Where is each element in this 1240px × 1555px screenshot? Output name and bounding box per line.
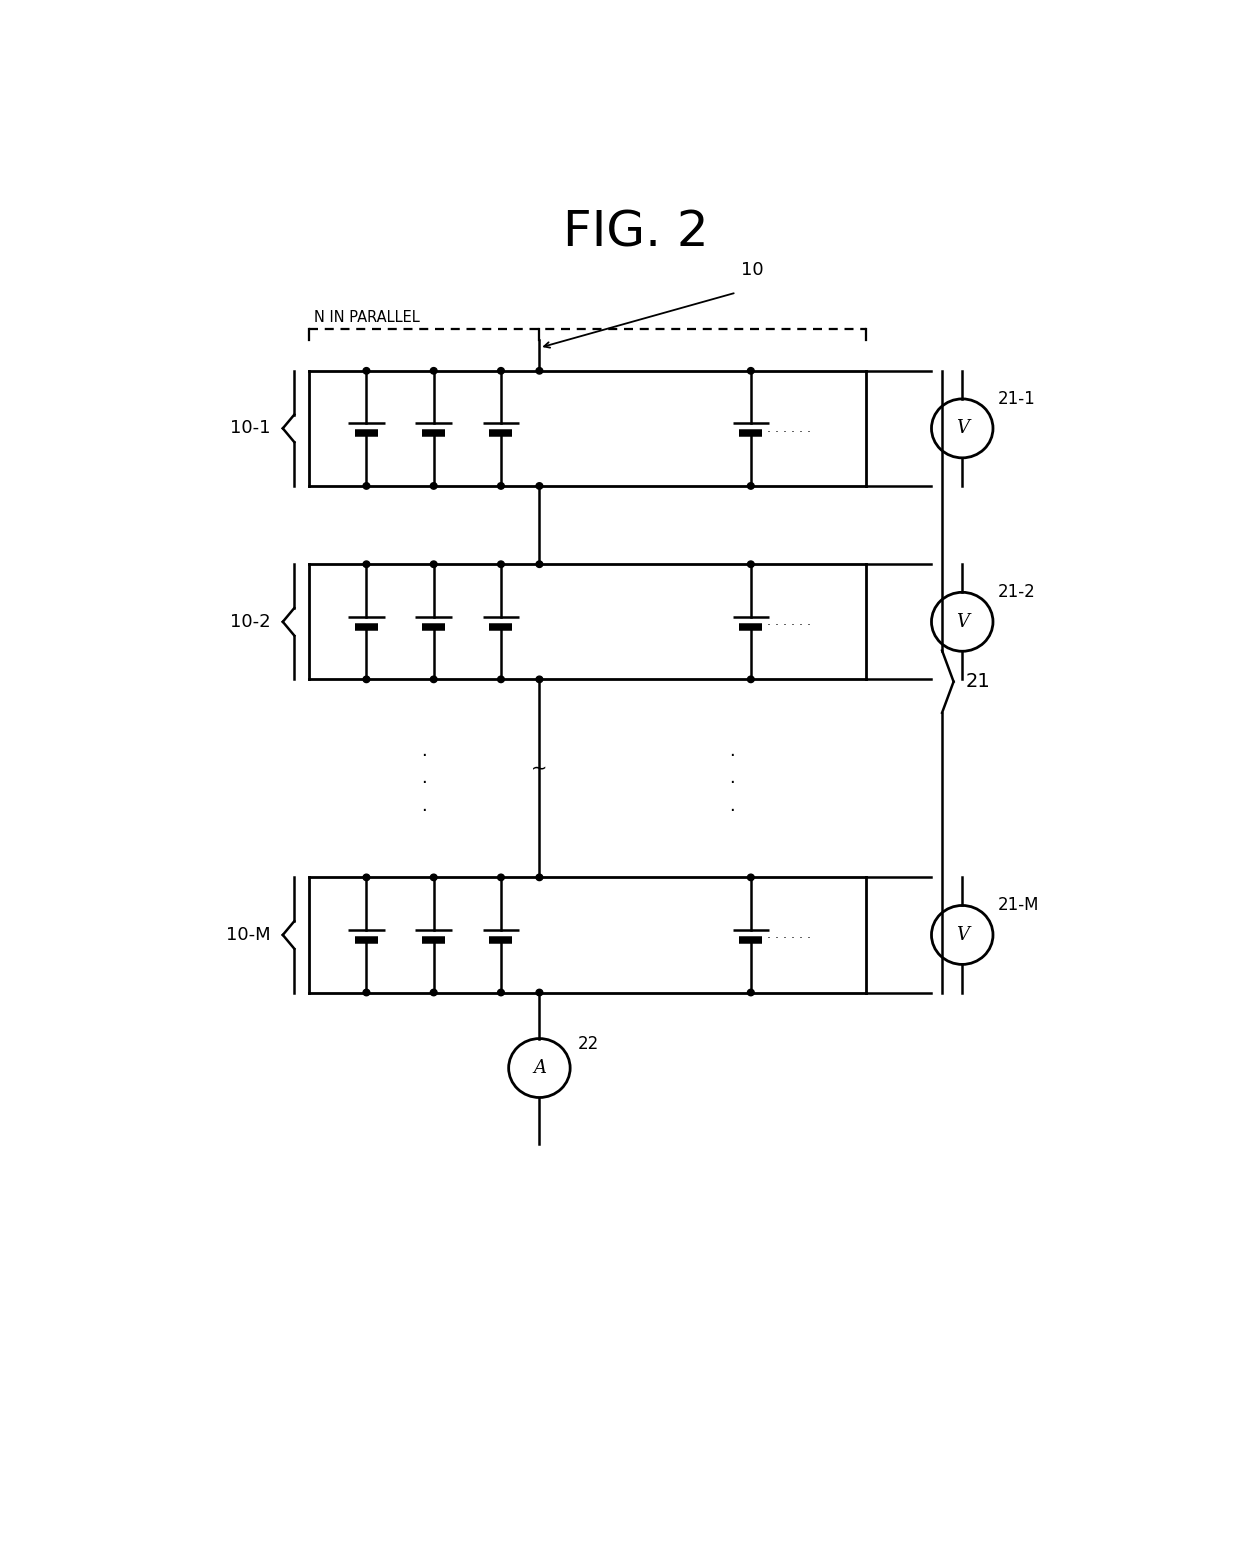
Text: FIG. 2: FIG. 2: [563, 208, 708, 257]
Text: V: V: [956, 420, 968, 437]
Text: 21-1: 21-1: [998, 390, 1035, 407]
Circle shape: [363, 367, 370, 375]
Text: 10: 10: [742, 261, 764, 278]
Text: N IN PARALLEL: N IN PARALLEL: [314, 309, 419, 325]
Circle shape: [497, 561, 505, 568]
Circle shape: [536, 676, 543, 683]
Circle shape: [363, 989, 370, 995]
Circle shape: [748, 482, 754, 490]
Circle shape: [748, 367, 754, 375]
Text: ∼: ∼: [531, 760, 548, 779]
Text: 10-M: 10-M: [226, 925, 270, 944]
Circle shape: [430, 482, 436, 490]
Circle shape: [748, 989, 754, 995]
Circle shape: [430, 676, 436, 683]
Circle shape: [497, 874, 505, 880]
Text: . . . . . .: . . . . . .: [768, 421, 811, 435]
Text: A: A: [533, 1059, 546, 1078]
Text: 21-M: 21-M: [998, 896, 1039, 914]
Circle shape: [430, 561, 436, 568]
Circle shape: [363, 561, 370, 568]
Text: .: .: [422, 798, 427, 815]
Circle shape: [430, 989, 436, 995]
Text: V: V: [956, 613, 968, 631]
Circle shape: [748, 676, 754, 683]
Circle shape: [497, 676, 505, 683]
Text: .: .: [422, 742, 427, 760]
Circle shape: [363, 874, 370, 880]
Text: 10-2: 10-2: [229, 613, 270, 631]
Circle shape: [430, 367, 436, 375]
Circle shape: [363, 482, 370, 490]
Text: V: V: [956, 925, 968, 944]
Circle shape: [430, 874, 436, 880]
Text: 21: 21: [966, 672, 991, 690]
Circle shape: [497, 989, 505, 995]
Circle shape: [363, 676, 370, 683]
Text: .: .: [729, 742, 734, 760]
Circle shape: [536, 561, 543, 568]
Text: . . . . . .: . . . . . .: [768, 928, 811, 941]
Circle shape: [748, 561, 754, 568]
Text: 22: 22: [578, 1036, 599, 1053]
Text: .: .: [729, 798, 734, 815]
Text: . . . . . .: . . . . . .: [768, 616, 811, 628]
Text: 10-1: 10-1: [229, 420, 270, 437]
Circle shape: [497, 367, 505, 375]
Circle shape: [748, 874, 754, 880]
Text: .: .: [729, 770, 734, 787]
Circle shape: [536, 989, 543, 995]
Circle shape: [536, 482, 543, 490]
Text: .: .: [422, 770, 427, 787]
Circle shape: [497, 482, 505, 490]
Circle shape: [536, 367, 543, 375]
Text: 21-2: 21-2: [998, 583, 1035, 602]
Circle shape: [536, 874, 543, 880]
